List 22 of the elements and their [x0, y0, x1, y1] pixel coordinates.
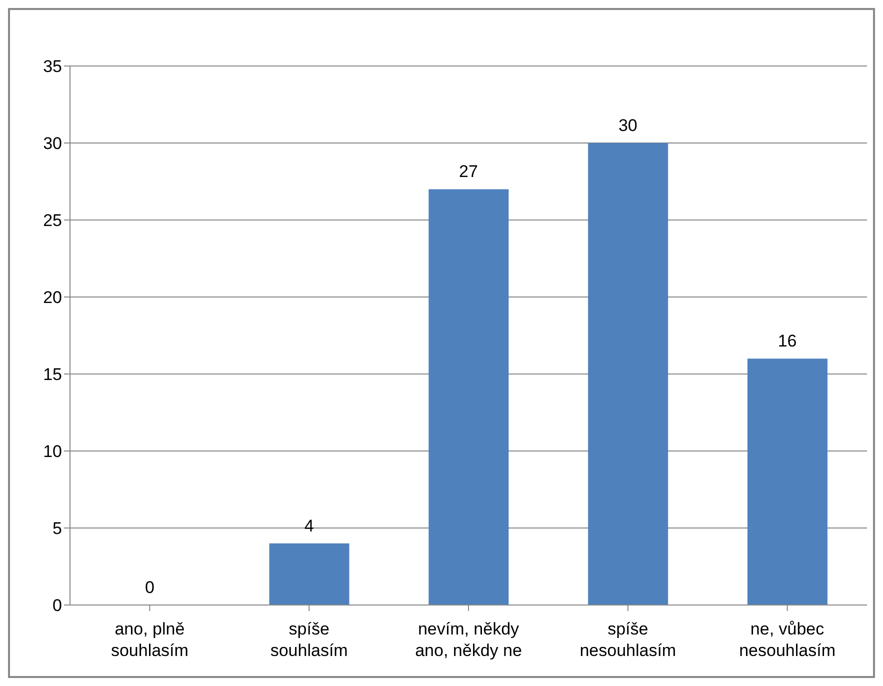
bar: [269, 543, 350, 605]
y-tick-label: 30: [43, 134, 62, 154]
data-label: 4: [304, 516, 314, 536]
y-tick-label: 5: [52, 519, 62, 538]
x-tick-label: spíše souhlasím: [270, 620, 348, 660]
data-label: 30: [618, 116, 638, 135]
bar: [428, 189, 509, 605]
data-label: 16: [778, 332, 797, 351]
y-tick-label: 15: [43, 365, 62, 384]
x-tick-label: ne, vůbec nesouhlasím: [739, 620, 836, 660]
x-tick-label: ano, plně souhlasím: [110, 620, 188, 660]
bar: [588, 143, 668, 605]
y-tick-label: 0: [52, 596, 62, 616]
y-tick-label: 25: [43, 211, 62, 230]
x-tick-label: spíše nesouhlasím: [580, 620, 676, 660]
data-label: 0: [144, 578, 154, 597]
y-tick-label: 10: [43, 442, 62, 462]
x-tick-label: nevím, někdy ano, někdy ne: [415, 620, 522, 660]
y-tick-label: 35: [43, 57, 62, 76]
y-tick-label: 20: [43, 288, 62, 308]
data-label: 27: [459, 162, 478, 182]
bar: [747, 358, 828, 605]
